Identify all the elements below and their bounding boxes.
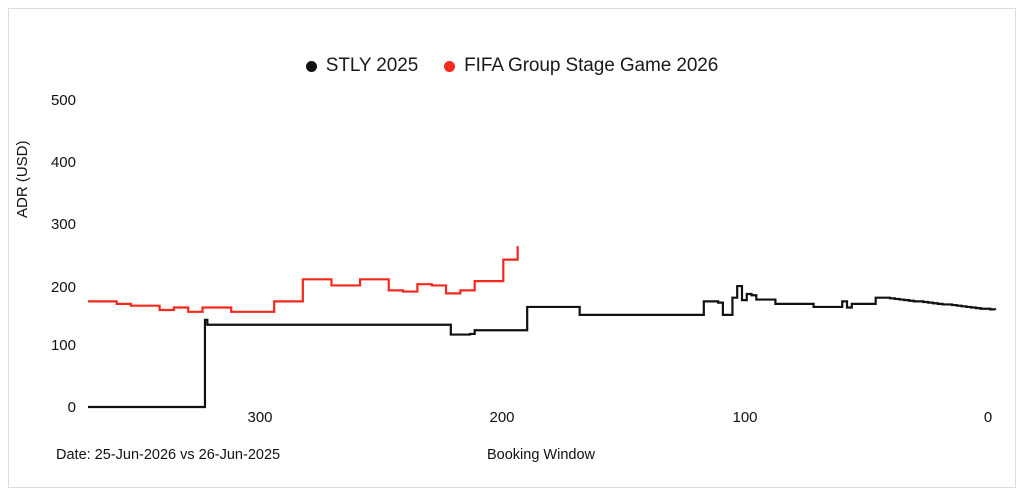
y-tick-0: 0	[67, 399, 76, 416]
series-line-fifa	[88, 246, 519, 313]
date-note: Date: 25-Jun-2026 vs 26-Jun-2025	[56, 447, 281, 463]
y-tick-200: 200	[50, 279, 76, 296]
series-line-stly	[88, 284, 997, 409]
x-tick-200: 200	[489, 409, 515, 426]
x-tick-0: 0	[983, 409, 993, 426]
y-tick-500: 500	[50, 92, 76, 109]
y-tick-400: 400	[50, 154, 76, 171]
legend-item-fifa[interactable]: FIFA Group Stage Game 2026	[444, 55, 718, 77]
circle-dot-icon	[305, 60, 317, 72]
y-tick-100: 100	[50, 337, 76, 354]
x-tick-300: 300	[247, 409, 273, 426]
x-axis-caption: Booking Window	[487, 447, 595, 463]
x-tick-100: 100	[732, 409, 758, 426]
legend-item-stly[interactable]: STLY 2025	[305, 55, 419, 77]
chart-legend: STLY 2025 FIFA Group Stage Game 2026	[0, 55, 1024, 77]
legend-label-fifa: FIFA Group Stage Game 2026	[464, 55, 719, 76]
circle-dot-icon	[444, 60, 456, 72]
y-tick-300: 300	[50, 216, 76, 233]
legend-label-stly: STLY 2025	[325, 55, 419, 76]
